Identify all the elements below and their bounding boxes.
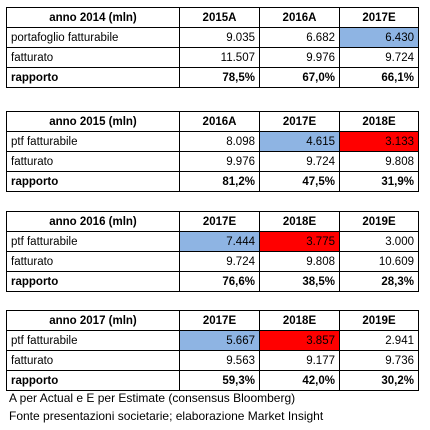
table-cell: 9.736 [339, 350, 419, 371]
table-cell: 2.941 [339, 330, 419, 351]
table-row: portafoglio fatturabile 9.035 6.682 6.43… [6, 27, 419, 48]
table-anno-2015: anno 2015 (mln) 2016A 2017E 2018E ptf fa… [6, 111, 419, 192]
row-label: ptf fatturabile [6, 231, 180, 252]
table-row: ptf fatturabile 8.098 4.615 3.133 [6, 131, 419, 152]
column-header: 2018E [259, 211, 340, 232]
table-row: fatturato 9.563 9.177 9.736 [6, 350, 419, 371]
column-header: 2016A [259, 7, 340, 28]
table-cell: 9.563 [179, 350, 260, 371]
table-cell: 8.098 [179, 131, 260, 152]
table-title: anno 2017 (mln) [6, 310, 180, 331]
table-cell: 3.000 [339, 231, 419, 252]
table-title: anno 2015 (mln) [6, 111, 180, 132]
table-cell: 9.724 [259, 151, 340, 172]
table-cell: 9.808 [339, 151, 419, 172]
table-cell: 42,0% [259, 370, 340, 391]
table-row: rapporto 76,6% 38,5% 28,3% [6, 271, 419, 292]
table-cell: 9.177 [259, 350, 340, 371]
row-label: fatturato [6, 151, 180, 172]
table-header-row: anno 2015 (mln) 2016A 2017E 2018E [6, 111, 419, 132]
column-header: 2016A [179, 111, 260, 132]
table-anno-2014: anno 2014 (mln) 2015A 2016A 2017E portaf… [6, 7, 419, 88]
row-label: portafoglio fatturabile [6, 27, 180, 48]
row-label: rapporto [6, 67, 180, 88]
highlighted-cell: 7.444 [179, 231, 260, 252]
row-label: ptf fatturabile [6, 131, 180, 152]
table-cell: 6.682 [259, 27, 340, 48]
table-row: fatturato 9.724 9.808 10.609 [6, 251, 419, 272]
table-cell: 47,5% [259, 171, 340, 192]
column-header: 2017E [179, 211, 260, 232]
table-title: anno 2014 (mln) [6, 7, 180, 28]
table-cell: 10.609 [339, 251, 419, 272]
row-label: fatturato [6, 251, 180, 272]
table-cell: 38,5% [259, 271, 340, 292]
table-cell: 30,2% [339, 370, 419, 391]
column-header: 2019E [339, 310, 419, 331]
table-row: rapporto 81,2% 47,5% 31,9% [6, 171, 419, 192]
column-header: 2018E [339, 111, 419, 132]
table-cell: 66,1% [339, 67, 419, 88]
table-row: ptf fatturabile 7.444 3.775 3.000 [6, 231, 419, 252]
table-row: rapporto 59,3% 42,0% 30,2% [6, 370, 419, 391]
table-header-row: anno 2014 (mln) 2015A 2016A 2017E [6, 7, 419, 28]
table-cell: 9.976 [259, 47, 340, 68]
table-header-row: anno 2017 (mln) 2017E 2018E 2019E [6, 310, 419, 331]
footnote-source: Fonte presentazioni societarie; elaboraz… [9, 409, 324, 423]
table-title: anno 2016 (mln) [6, 211, 180, 232]
table-cell: 67,0% [259, 67, 340, 88]
table-anno-2017: anno 2017 (mln) 2017E 2018E 2019E ptf fa… [6, 310, 419, 391]
highlighted-cell: 3.775 [259, 231, 340, 252]
table-cell: 31,9% [339, 171, 419, 192]
table-row: fatturato 11.507 9.976 9.724 [6, 47, 419, 68]
table-header-row: anno 2016 (mln) 2017E 2018E 2019E [6, 211, 419, 232]
table-cell: 9.724 [179, 251, 260, 272]
table-cell: 59,3% [179, 370, 260, 391]
column-header: 2018E [259, 310, 340, 331]
table-row: fatturato 9.976 9.724 9.808 [6, 151, 419, 172]
table-cell: 9.035 [179, 27, 260, 48]
column-header: 2017E [339, 7, 419, 28]
table-cell: 9.808 [259, 251, 340, 272]
row-label: fatturato [6, 47, 180, 68]
row-label: rapporto [6, 370, 180, 391]
table-cell: 9.724 [339, 47, 419, 68]
table-cell: 76,6% [179, 271, 260, 292]
table-row: ptf fatturabile 5.667 3.857 2.941 [6, 330, 419, 351]
table-cell: 9.976 [179, 151, 260, 172]
table-row: rapporto 78,5% 67,0% 66,1% [6, 67, 419, 88]
row-label: rapporto [6, 271, 180, 292]
column-header: 2015A [179, 7, 260, 28]
highlighted-cell: 6.430 [339, 27, 419, 48]
highlighted-cell: 3.857 [259, 330, 340, 351]
table-cell: 28,3% [339, 271, 419, 292]
table-cell: 81,2% [179, 171, 260, 192]
footnote-legend: A per Actual e E per Estimate (consensus… [9, 391, 296, 405]
row-label: rapporto [6, 171, 180, 192]
column-header: 2017E [179, 310, 260, 331]
highlighted-cell: 3.133 [339, 131, 419, 152]
table-anno-2016: anno 2016 (mln) 2017E 2018E 2019E ptf fa… [6, 211, 419, 292]
column-header: 2017E [259, 111, 340, 132]
table-cell: 11.507 [179, 47, 260, 68]
row-label: ptf fatturabile [6, 330, 180, 351]
column-header: 2019E [339, 211, 419, 232]
table-cell: 78,5% [179, 67, 260, 88]
row-label: fatturato [6, 350, 180, 371]
highlighted-cell: 5.667 [179, 330, 260, 351]
highlighted-cell: 4.615 [259, 131, 340, 152]
